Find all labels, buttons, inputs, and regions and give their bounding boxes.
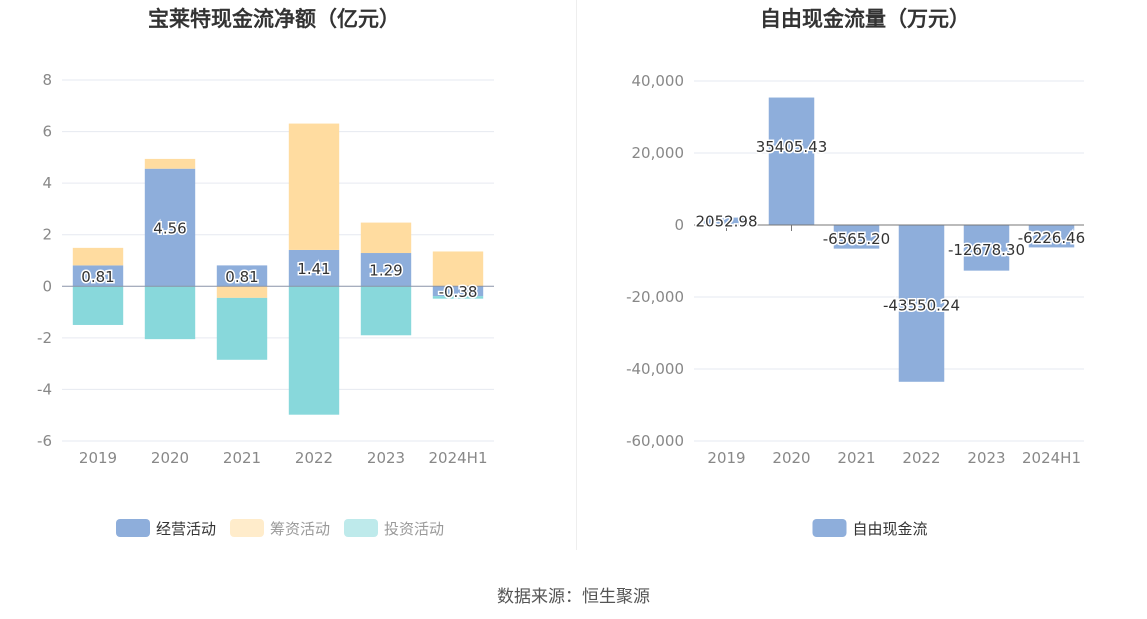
y-tick-label: -20,000	[626, 288, 684, 306]
bar[interactable]	[144, 286, 196, 340]
legend-swatch[interactable]	[230, 519, 264, 537]
y-tick-label: 40,000	[632, 72, 685, 90]
y-tick-label: 8	[42, 71, 52, 89]
data-label: 0.81	[81, 268, 114, 286]
bar[interactable]	[360, 286, 412, 336]
data-source-note: 数据来源：恒生聚源	[497, 587, 650, 607]
x-tick-label: 2021	[223, 449, 261, 467]
bar[interactable]	[1028, 225, 1075, 248]
legend-label[interactable]: 经营活动	[156, 520, 216, 538]
bar[interactable]	[144, 168, 196, 287]
chart-title: 自由现金流量（万元）	[760, 7, 970, 31]
bar[interactable]	[72, 247, 124, 266]
x-tick-label: 2023	[967, 449, 1005, 467]
y-tick-label: 0	[42, 277, 52, 295]
bar[interactable]	[898, 225, 945, 382]
x-tick-label: 2020	[151, 449, 189, 467]
cash-flow-net-chart: 宝莱特现金流净额（亿元） -6 -4 -2 0 2 4 6 8 2019 2020 2021 2022 2…	[37, 7, 494, 538]
data-label: 1.29	[369, 262, 402, 280]
data-label: -43550.24	[883, 296, 960, 314]
x-tick-label: 2024H1	[1022, 449, 1081, 467]
bar[interactable]	[432, 296, 484, 299]
data-label: 4.56	[153, 219, 186, 237]
x-tick-label: 2019	[707, 449, 745, 467]
bar[interactable]	[288, 286, 340, 415]
bar[interactable]	[72, 265, 124, 287]
bar[interactable]	[963, 225, 1010, 271]
y-tick-label: 2	[42, 226, 52, 244]
y-tick-label: 4	[42, 174, 52, 192]
x-tick-label: 2022	[295, 449, 333, 467]
x-tick-label: 2023	[367, 449, 405, 467]
bar[interactable]	[288, 249, 340, 287]
legend-label[interactable]: 筹资活动	[270, 520, 330, 538]
y-tick-label: -60,000	[626, 432, 684, 450]
bar[interactable]	[216, 265, 268, 287]
bar[interactable]	[833, 225, 880, 249]
data-label: -6226.46	[1018, 229, 1085, 247]
bar[interactable]	[432, 251, 484, 287]
bar[interactable]	[216, 286, 268, 298]
bar[interactable]	[768, 97, 815, 225]
y-tick-label: -2	[37, 329, 52, 347]
x-tick-label: 2024H1	[429, 449, 488, 467]
data-label: 2052.98	[695, 212, 757, 230]
y-tick-label: -4	[37, 380, 52, 398]
bar[interactable]	[432, 286, 484, 297]
chart-divider	[576, 0, 577, 550]
legend-swatch[interactable]	[116, 519, 150, 537]
data-label: -0.38	[439, 283, 478, 301]
x-tick-label: 2020	[772, 449, 810, 467]
legend-label[interactable]: 自由现金流	[853, 520, 928, 538]
x-tick-label: 2022	[902, 449, 940, 467]
chart-title: 宝莱特现金流净额（亿元）	[148, 7, 400, 31]
bar[interactable]	[72, 286, 124, 325]
data-label: 0.81	[225, 268, 258, 286]
legend-label[interactable]: 投资活动	[384, 520, 444, 538]
free-cash-flow-chart: 自由现金流量（万元） -60,000 -40,000 -20,000 0 20,000 40…	[626, 7, 1087, 538]
y-tick-label: -40,000	[626, 360, 684, 378]
y-tick-label: 20,000	[632, 144, 685, 162]
x-tick-label: 2021	[837, 449, 875, 467]
bar[interactable]	[144, 158, 196, 169]
y-tick-label: -6	[37, 432, 52, 450]
legend-swatch[interactable]	[812, 519, 847, 537]
data-label: -12678.30	[948, 241, 1025, 259]
bar[interactable]	[216, 297, 268, 360]
data-label: 35405.43	[756, 138, 828, 156]
bar[interactable]	[360, 253, 412, 287]
charts-canvas: 宝莱特现金流净额（亿元） -6 -4 -2 0 2 4 6 8 2019 2020 2021 2022 2…	[37, 7, 1087, 538]
y-tick-label: 6	[42, 123, 52, 141]
data-label: 1.41	[297, 260, 330, 278]
data-label: -6565.20	[823, 230, 890, 248]
bar[interactable]	[703, 217, 750, 225]
y-tick-label: 0	[674, 216, 684, 234]
bar[interactable]	[288, 123, 340, 250]
x-tick-label: 2019	[79, 449, 117, 467]
legend-swatch[interactable]	[344, 519, 378, 537]
bar[interactable]	[360, 222, 412, 254]
